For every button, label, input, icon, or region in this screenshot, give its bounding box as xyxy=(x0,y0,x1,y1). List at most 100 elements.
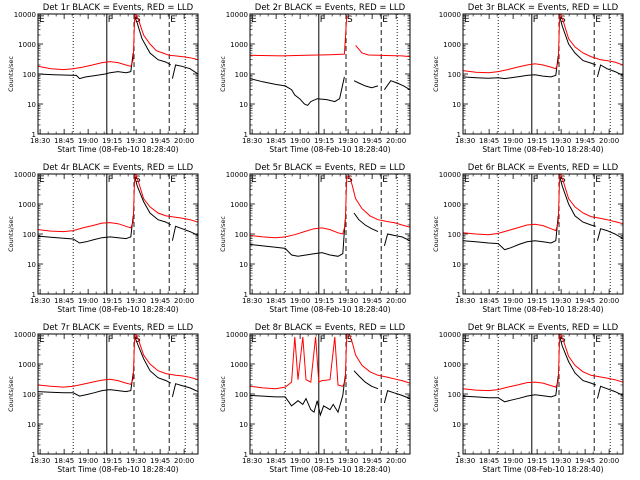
y-tick-label: 100 xyxy=(235,391,248,399)
y-tick-label: 100 xyxy=(23,391,36,399)
series-lld-line xyxy=(38,14,136,71)
plot-frame xyxy=(249,333,411,455)
series-lld-line xyxy=(135,334,198,381)
marker-label: F xyxy=(108,15,113,25)
series-lld-line xyxy=(250,334,348,390)
x-tick-label: 19:30 xyxy=(126,457,146,465)
y-tick-label: 1000 xyxy=(443,41,461,49)
y-axis-title: Counts/sec xyxy=(7,56,15,92)
y-tick-label: 1 xyxy=(32,291,36,299)
y-tick-label: 1 xyxy=(32,131,36,139)
series-lld-line xyxy=(250,15,348,57)
x-tick-label: 18:45 xyxy=(266,297,286,305)
series-events-line xyxy=(463,375,559,403)
x-tick-label: 18:45 xyxy=(479,297,499,305)
marker-label: S xyxy=(347,175,353,185)
x-axis-title: Start Time (08-Feb-10 18:28:40) xyxy=(269,305,390,314)
series-events-line xyxy=(134,16,172,66)
x-tick-label: 19:45 xyxy=(575,457,595,465)
y-tick-label: 1000 xyxy=(18,41,36,49)
y-axis-title: Counts/sec xyxy=(432,56,440,92)
x-tick-label: 19:15 xyxy=(102,137,122,145)
series-lld-line xyxy=(348,334,410,384)
series-lld-line xyxy=(348,175,410,228)
x-tick-label: 18:45 xyxy=(266,137,286,145)
y-tick-label: 10000 xyxy=(226,11,248,19)
chart-panel-3: Det 3r BLACK = Events, RED = LLD 1 10 100 10… xyxy=(432,3,624,154)
x-tick-label: 19:00 xyxy=(290,297,310,305)
x-tick-label: 19:15 xyxy=(314,137,334,145)
x-tick-label: 18:30 xyxy=(455,457,475,465)
series-events-line xyxy=(250,76,345,107)
series-lld-line xyxy=(560,174,623,225)
chart-title: Det 7r BLACK = Events, RED = LLD xyxy=(43,323,194,333)
chart-panel-7: Det 7r BLACK = Events, RED = LLD 1 10 100 10… xyxy=(7,323,199,474)
x-tick-label: 18:45 xyxy=(479,137,499,145)
x-tick-label: 18:45 xyxy=(266,457,286,465)
y-tick-label: 1 xyxy=(457,131,461,139)
x-tick-label: 19:00 xyxy=(503,457,523,465)
marker-label: E xyxy=(382,335,388,345)
x-tick-label: 18:45 xyxy=(54,457,74,465)
series-events-line xyxy=(171,225,198,241)
x-tick-label: 19:00 xyxy=(290,457,310,465)
series-lld-line xyxy=(38,334,136,388)
series-lld-line xyxy=(560,14,623,66)
y-tick-label: 10 xyxy=(27,421,36,429)
marker-label-start: E xyxy=(464,15,470,25)
marker-label: E xyxy=(170,15,176,25)
x-tick-label: 19:45 xyxy=(150,457,170,465)
x-tick-label: 20:00 xyxy=(174,297,194,305)
y-tick-label: 10000 xyxy=(14,171,36,179)
y-tick-label: 1000 xyxy=(230,201,248,209)
x-tick-label: 19:45 xyxy=(150,137,170,145)
marker-label: F xyxy=(533,335,538,345)
chart-title: Det 2r BLACK = Events, RED = LLD xyxy=(255,3,406,13)
y-axis-title: Counts/sec xyxy=(7,376,15,412)
plot-frame xyxy=(462,13,624,135)
series-lld-line xyxy=(38,174,136,233)
y-tick-label: 100 xyxy=(448,231,461,239)
y-tick-label: 10 xyxy=(239,421,248,429)
marker-label: E xyxy=(595,15,601,25)
y-tick-label: 10000 xyxy=(439,11,461,19)
plot-frame xyxy=(249,173,411,295)
y-tick-label: 10 xyxy=(452,101,461,109)
plot-frame xyxy=(462,173,624,295)
plot-frame xyxy=(37,333,199,455)
y-tick-label: 1000 xyxy=(230,41,248,49)
marker-label-start: E xyxy=(251,15,257,25)
chart-panel-8: Det 8r BLACK = Events, RED = LLD 1 10 100 10… xyxy=(219,323,411,474)
chart-panel-9: Det 9r BLACK = Events, RED = LLD 1 10 100 10… xyxy=(432,323,624,474)
series-events-line xyxy=(596,385,623,399)
y-tick-label: 10000 xyxy=(14,331,36,339)
chart-title: Det 4r BLACK = Events, RED = LLD xyxy=(43,163,194,173)
marker-label: E xyxy=(382,15,388,25)
y-tick-label: 1000 xyxy=(230,361,248,369)
marker-label-start: E xyxy=(464,175,470,185)
y-tick-label: 10 xyxy=(27,101,36,109)
x-tick-label: 18:30 xyxy=(242,137,262,145)
series-events-line xyxy=(559,16,596,66)
y-tick-label: 100 xyxy=(235,71,248,79)
y-tick-label: 1 xyxy=(244,131,248,139)
marker-label-start: E xyxy=(251,175,257,185)
x-tick-label: 19:15 xyxy=(314,297,334,305)
y-axis-title: Counts/sec xyxy=(219,56,227,92)
y-tick-label: 10000 xyxy=(14,11,36,19)
series-lld-line xyxy=(135,174,198,223)
series-lld-line xyxy=(250,175,348,239)
y-tick-label: 10 xyxy=(27,261,36,269)
marker-label: S xyxy=(347,15,353,25)
x-tick-label: 19:30 xyxy=(338,457,358,465)
x-axis-title: Start Time (08-Feb-10 18:28:40) xyxy=(482,465,603,474)
plot-frame xyxy=(37,173,199,295)
x-tick-label: 18:30 xyxy=(30,137,50,145)
x-tick-label: 20:00 xyxy=(599,137,619,145)
chart-panel-4: Det 4r BLACK = Events, RED = LLD 1 10 100 10… xyxy=(7,163,199,314)
marker-label: F xyxy=(533,175,538,185)
x-tick-label: 19:15 xyxy=(102,457,122,465)
chart-panel-1: Det 1r BLACK = Events, RED = LLD 1 10 100 10… xyxy=(7,3,199,154)
marker-label: F xyxy=(320,175,325,185)
x-tick-label: 19:00 xyxy=(78,297,98,305)
